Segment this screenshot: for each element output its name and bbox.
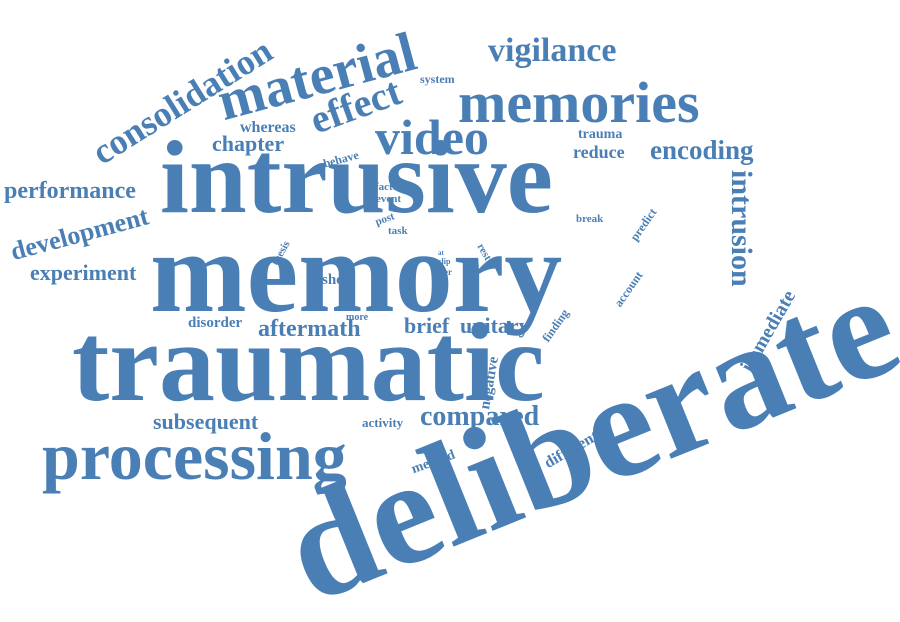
word-memory: memory — [150, 209, 563, 337]
word-video: video — [375, 109, 489, 165]
word-chapter: chapter — [212, 131, 285, 156]
word-activity: activity — [362, 415, 404, 430]
word-factor: factor — [375, 181, 404, 193]
word-subsequent: subsequent — [153, 409, 259, 434]
word-whereas: whereas — [240, 119, 296, 136]
word-traumatic: traumatic — [72, 301, 545, 425]
word-task: task — [388, 225, 408, 237]
word-unitary: unitary — [460, 313, 530, 338]
word-development: development — [7, 201, 152, 267]
word-performance: performance — [4, 178, 136, 204]
word-brief: brief — [404, 313, 450, 338]
word-break: break — [576, 213, 604, 225]
word-alter: alter — [434, 267, 452, 277]
word-intrusive: intrusive — [160, 120, 553, 235]
word-account: account — [611, 268, 646, 310]
word-intrusion: intrusion — [725, 170, 758, 287]
word-disorder: disorder — [188, 315, 243, 331]
word-system: system — [420, 72, 455, 86]
word-vigilance: vigilance — [488, 32, 617, 69]
word-experiment: experiment — [30, 260, 137, 285]
word-more: more — [346, 312, 369, 323]
word-predict: predict — [627, 205, 660, 244]
word-clip: clip — [438, 257, 451, 266]
word-compared: compared — [420, 401, 540, 432]
word-memories: memories — [458, 70, 700, 135]
word-at: at — [438, 249, 444, 257]
word-reduce: reduce — [573, 142, 625, 162]
word-short: short — [322, 272, 356, 288]
word-trauma: trauma — [578, 127, 623, 142]
word-event: event — [376, 193, 402, 205]
word-processing: processing — [42, 418, 347, 494]
word-encoding: encoding — [650, 135, 754, 165]
word-aftermath: aftermath — [258, 316, 361, 342]
